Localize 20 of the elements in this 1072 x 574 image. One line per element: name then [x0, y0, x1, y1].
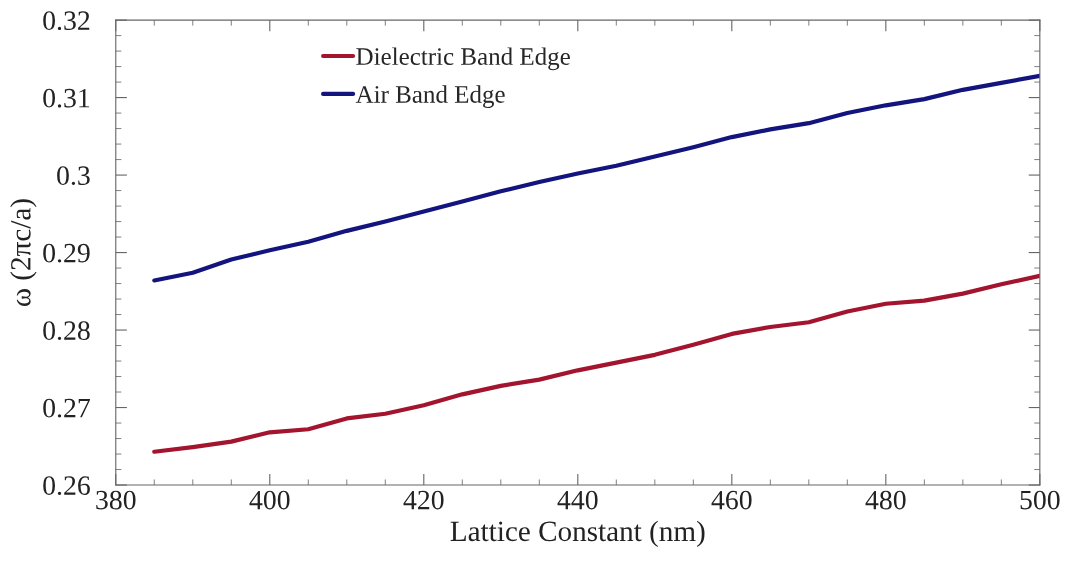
x-tick-label: 420: [403, 490, 444, 510]
y-tick-label: 0.32: [43, 11, 90, 31]
x-tick-label: 440: [557, 490, 598, 510]
x-axis-title: Lattice Constant (nm): [450, 520, 705, 548]
x-tick-label: 400: [249, 490, 290, 510]
y-tick-label: 0.28: [43, 321, 90, 341]
y-tick-label: 0.27: [43, 398, 90, 418]
legend-label: Dielectric Band Edge: [356, 47, 570, 71]
y-tick-label: 0.3: [57, 166, 90, 186]
y-tick-label: 0.26: [43, 476, 90, 496]
legend-label: Air Band Edge: [355, 85, 505, 109]
line-series: [152, 73, 1040, 283]
x-tick-label: 480: [865, 490, 906, 510]
y-tick-label: 0.29: [43, 243, 90, 263]
line-series: [152, 273, 1040, 454]
y-tick-label: 0.31: [43, 88, 90, 108]
x-tick-label: 460: [711, 490, 752, 510]
y-axis-title: ω (2πc/a): [10, 199, 37, 307]
x-tick-label: 380: [96, 490, 136, 510]
x-tick-label: 500: [1020, 490, 1060, 510]
